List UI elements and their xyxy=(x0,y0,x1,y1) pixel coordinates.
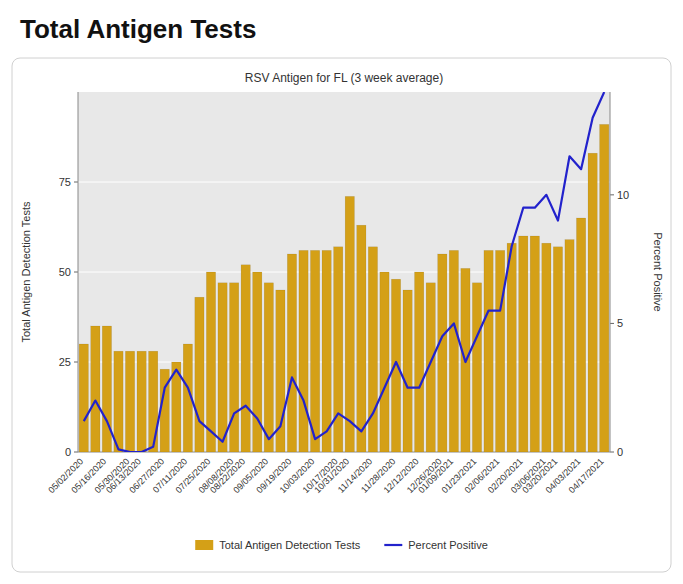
tick-label: 75 xyxy=(59,176,71,188)
tick-label: 10 xyxy=(617,189,629,201)
bar xyxy=(403,290,412,452)
axis-line xyxy=(610,92,611,452)
tick-mark xyxy=(610,452,614,453)
legend-label: Total Antigen Detection Tests xyxy=(219,539,361,551)
bar xyxy=(553,247,562,452)
bar xyxy=(345,196,354,452)
bar xyxy=(287,254,296,452)
subtitle: RSV Antigen for FL (3 week average) xyxy=(245,71,443,85)
bar xyxy=(206,272,215,452)
bar xyxy=(334,247,343,452)
bar xyxy=(472,283,481,452)
marks xyxy=(79,92,609,452)
tick-mark xyxy=(74,452,78,453)
legend-swatch xyxy=(195,540,213,550)
tick-label: 0 xyxy=(617,446,623,458)
bar xyxy=(241,265,250,452)
bar xyxy=(368,247,377,452)
tick-mark xyxy=(610,194,614,195)
bar xyxy=(322,250,331,452)
bar xyxy=(588,153,597,452)
bar xyxy=(391,279,400,452)
bar xyxy=(357,225,366,452)
legend: Total Antigen Detection Tests Percent Pos… xyxy=(195,539,488,551)
bar xyxy=(496,250,505,452)
tick-label: 50 xyxy=(59,266,71,278)
bar xyxy=(438,254,447,452)
bar xyxy=(519,236,528,452)
chart: Total Antigen Tests RSV Antigen for FL (3… xyxy=(0,0,683,584)
bar xyxy=(149,351,158,452)
tick-mark xyxy=(74,362,78,363)
bar xyxy=(91,326,100,452)
bar xyxy=(449,250,458,452)
bar xyxy=(542,243,551,452)
bar xyxy=(79,344,88,452)
bar xyxy=(576,218,585,452)
bar xyxy=(565,240,574,452)
bar xyxy=(310,250,319,452)
tick-mark xyxy=(74,182,78,183)
tick-mark xyxy=(74,272,78,273)
bar xyxy=(230,283,239,452)
bar xyxy=(600,124,609,452)
card xyxy=(12,58,671,572)
bar xyxy=(114,351,123,452)
axis-label: Percent Positive xyxy=(652,232,664,311)
axis-line xyxy=(78,92,79,452)
bar xyxy=(415,272,424,452)
title: Total Antigen Tests xyxy=(20,14,256,44)
tick-label: 25 xyxy=(59,356,71,368)
legend-swatch xyxy=(384,544,402,546)
bar xyxy=(218,283,227,452)
bar xyxy=(507,243,516,452)
plot-background xyxy=(78,92,610,452)
bar xyxy=(125,351,134,452)
axis-label: Total Antigen Detection Tests xyxy=(20,201,32,343)
bar xyxy=(195,297,204,452)
bar xyxy=(264,283,273,452)
legend-label: Percent Positive xyxy=(408,539,487,551)
bar xyxy=(530,236,539,452)
tick-mark xyxy=(610,323,614,324)
tick-label: 04/17/2021 xyxy=(567,456,606,495)
bar xyxy=(484,250,493,452)
grid-line xyxy=(78,182,610,183)
tick-label: 0 xyxy=(65,446,71,458)
bar xyxy=(299,250,308,452)
line xyxy=(84,92,604,452)
bar xyxy=(137,351,146,452)
bar xyxy=(102,326,111,452)
tick-label: 5 xyxy=(617,317,623,329)
bar xyxy=(380,272,389,452)
